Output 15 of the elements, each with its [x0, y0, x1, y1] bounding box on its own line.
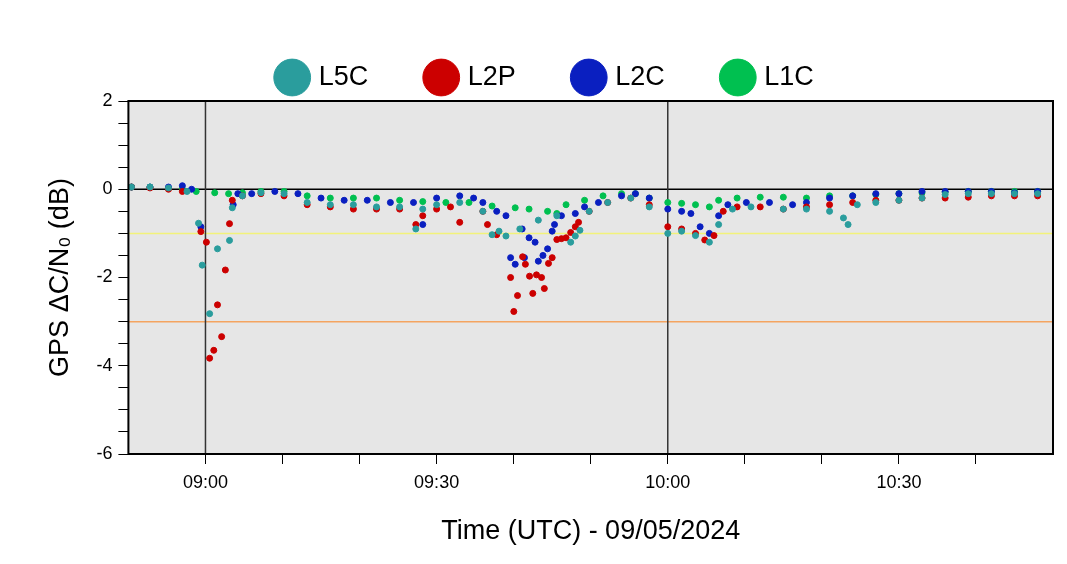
x-tick-label: 10:30	[876, 471, 922, 492]
y-tick-label: 2	[102, 89, 113, 110]
legend-label: L2C	[615, 60, 665, 91]
y-tick-label: -6	[96, 442, 113, 463]
legend-label: L1C	[764, 60, 814, 91]
x-axis-title: Time (UTC) - 09/05/2024	[441, 515, 741, 546]
x-tick-label: 10:00	[645, 471, 691, 492]
y-tick-label: -2	[96, 266, 113, 287]
x-tick-label: 09:00	[182, 471, 228, 492]
y-tick-label: -4	[96, 354, 113, 375]
y-tick-label: 0	[102, 178, 113, 199]
x-tick-label: 09:30	[414, 471, 460, 492]
y-axis-title: GPS ΔC/N₀ (dB)	[43, 178, 74, 377]
legend-label: L5C	[318, 60, 369, 91]
legend-label: L2P	[467, 60, 516, 91]
